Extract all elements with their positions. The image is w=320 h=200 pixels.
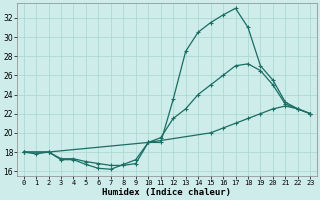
X-axis label: Humidex (Indice chaleur): Humidex (Indice chaleur): [102, 188, 231, 197]
